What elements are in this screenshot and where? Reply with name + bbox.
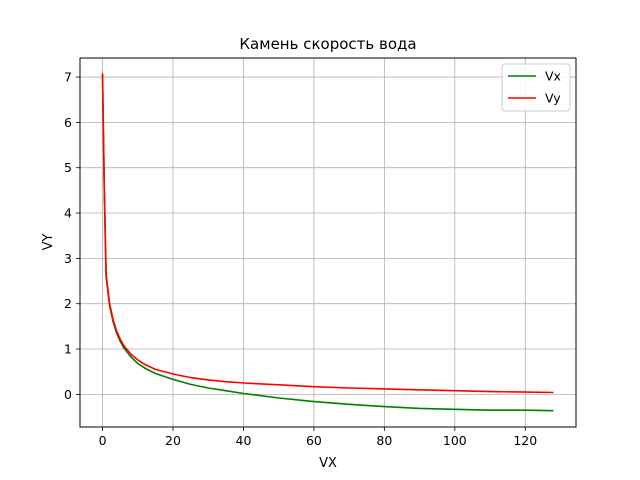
y-axis-label: VY	[41, 234, 56, 251]
x-tick-label: 120	[513, 433, 537, 448]
y-tick-label: 3	[64, 251, 72, 266]
y-tick-label: 2	[64, 296, 72, 311]
plot-area	[80, 58, 576, 427]
x-tick-label: 80	[376, 433, 392, 448]
y-tick-label: 7	[64, 70, 72, 85]
ticks: 0 20 40 60 80 100 120 0 1 2 3 4 5 6 7	[64, 70, 537, 448]
y-tick-label: 5	[64, 160, 72, 175]
legend: Vx Vy	[501, 63, 571, 112]
y-tick-label: 4	[64, 206, 72, 221]
grid	[80, 58, 576, 427]
x-tick-label: 20	[165, 433, 181, 448]
y-tick-label: 0	[64, 387, 72, 402]
x-tick-label: 0	[99, 433, 107, 448]
x-tick-label: 40	[236, 433, 252, 448]
x-tick-label: 60	[306, 433, 322, 448]
axes-frame	[79, 57, 577, 428]
series-layer	[101, 73, 554, 412]
chart-title: Камень скорость вода	[239, 35, 416, 53]
series-line-vy	[101, 73, 554, 394]
x-tick-label: 100	[443, 433, 467, 448]
x-axis-label: VX	[319, 456, 337, 471]
legend-label-vy: Vy	[545, 91, 561, 106]
legend-label-vx: Vx	[545, 69, 561, 84]
y-tick-label: 1	[64, 342, 72, 357]
y-tick-label: 6	[64, 115, 72, 130]
